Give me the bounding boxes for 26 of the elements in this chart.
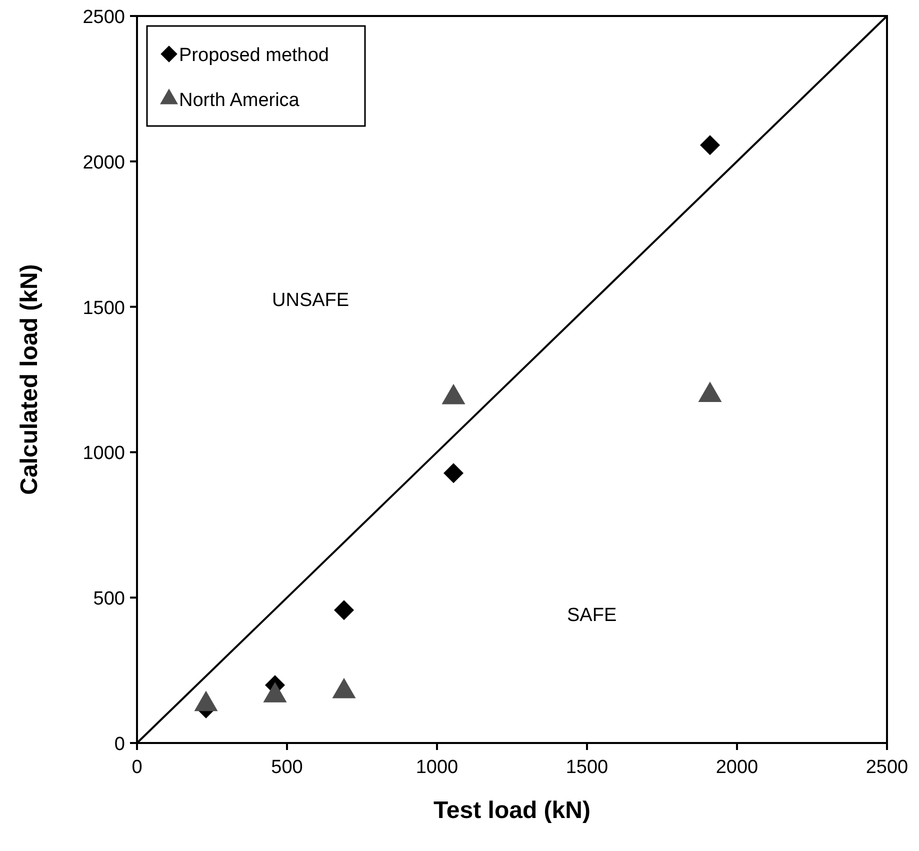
y-axis-title: Calculated load (kN) — [16, 264, 43, 495]
point — [263, 682, 287, 702]
annotation: UNSAFE — [272, 290, 350, 311]
annotation: SAFE — [567, 605, 617, 626]
point — [442, 384, 466, 404]
x-tick-label: 1500 — [566, 757, 608, 778]
point — [332, 678, 356, 698]
x-axis-title: Test load (kN) — [434, 797, 590, 824]
legend-label: Proposed method — [179, 45, 329, 66]
y-tick-label: 1500 — [82, 298, 125, 319]
x-tick-label: 2000 — [716, 757, 758, 778]
x-tick-label: 1000 — [416, 757, 458, 778]
point — [700, 135, 720, 156]
legend-label: North America — [179, 90, 300, 111]
point — [444, 463, 464, 484]
point — [194, 690, 218, 712]
y-tick-label: 2000 — [82, 152, 125, 174]
point — [698, 382, 722, 402]
point — [334, 600, 354, 620]
y-tick-label: 2500 — [82, 7, 125, 28]
x-tick-label: 500 — [271, 757, 303, 778]
x-tick-label: 2500 — [866, 757, 908, 778]
y-tick-label: 1000 — [82, 443, 125, 464]
y-tick-label: 500 — [93, 588, 125, 610]
y-tick-label: 0 — [114, 734, 125, 755]
x-tick-label: 0 — [132, 757, 142, 778]
